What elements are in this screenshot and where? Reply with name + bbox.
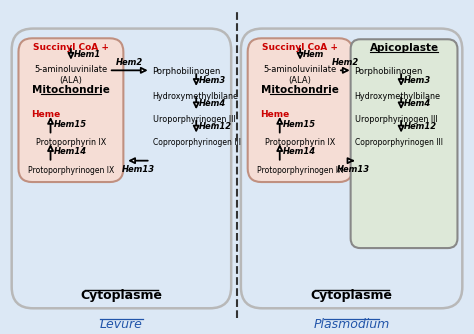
- Text: Coproporphyrinogen III: Coproporphyrinogen III: [153, 138, 240, 147]
- Text: Porphobilinogen: Porphobilinogen: [153, 67, 221, 76]
- Text: Porphobilinogen: Porphobilinogen: [355, 67, 423, 76]
- Text: 5-aminoluvinilate
(ALA): 5-aminoluvinilate (ALA): [264, 65, 337, 85]
- Text: Hem14: Hem14: [54, 147, 87, 156]
- Text: Uroporphyrinogen III: Uroporphyrinogen III: [153, 115, 235, 124]
- Text: Mitochondrie: Mitochondrie: [261, 85, 339, 95]
- Text: Hem13: Hem13: [337, 165, 370, 174]
- Text: Mitochondrie: Mitochondrie: [32, 85, 110, 95]
- Text: Hem1: Hem1: [74, 50, 101, 59]
- Text: Protoporphyrinogen IX: Protoporphyrinogen IX: [257, 166, 343, 175]
- Text: Apicoplaste: Apicoplaste: [370, 43, 438, 53]
- Text: Levure: Levure: [100, 318, 143, 331]
- Text: Hem14: Hem14: [283, 147, 316, 156]
- Text: Protoporphyrin IX: Protoporphyrin IX: [36, 138, 106, 147]
- Text: Hem: Hem: [303, 50, 324, 59]
- Text: 5-aminoluvinilate
(ALA): 5-aminoluvinilate (ALA): [34, 65, 108, 85]
- Text: Hem13: Hem13: [121, 165, 155, 174]
- Text: Heme: Heme: [260, 110, 290, 119]
- FancyBboxPatch shape: [12, 29, 231, 308]
- Text: Protoporphyrinogen IX: Protoporphyrinogen IX: [28, 166, 114, 175]
- FancyBboxPatch shape: [18, 38, 123, 182]
- Text: Hem15: Hem15: [54, 120, 87, 129]
- Text: Plasmodium: Plasmodium: [313, 318, 390, 331]
- Text: Hem3: Hem3: [199, 75, 227, 85]
- FancyBboxPatch shape: [351, 39, 457, 248]
- FancyBboxPatch shape: [241, 29, 462, 308]
- Text: Uroporphyrinogen III: Uroporphyrinogen III: [355, 115, 437, 124]
- Text: Heme: Heme: [31, 110, 60, 119]
- Text: Cytoplasme: Cytoplasme: [310, 289, 392, 302]
- Text: Hydroxymethylbilane: Hydroxymethylbilane: [153, 92, 238, 101]
- FancyBboxPatch shape: [248, 38, 353, 182]
- Text: Hem12: Hem12: [199, 122, 232, 131]
- Text: Succinyl CoA +: Succinyl CoA +: [262, 43, 338, 52]
- Text: Hem12: Hem12: [404, 122, 437, 131]
- Text: Hem15: Hem15: [283, 120, 316, 129]
- Text: Hydroxymethylbilane: Hydroxymethylbilane: [355, 92, 440, 101]
- Text: Succinyl CoA +: Succinyl CoA +: [33, 43, 109, 52]
- Text: Hem4: Hem4: [199, 99, 227, 108]
- Text: Hem3: Hem3: [404, 75, 431, 85]
- Text: Hem2: Hem2: [116, 58, 143, 67]
- Text: Hem4: Hem4: [404, 99, 431, 108]
- Text: Protoporphyrin IX: Protoporphyrin IX: [265, 138, 335, 147]
- Text: Hem2: Hem2: [332, 58, 359, 67]
- Text: Coproporphyrinogen III: Coproporphyrinogen III: [355, 138, 443, 147]
- Text: Cytoplasme: Cytoplasme: [81, 289, 163, 302]
